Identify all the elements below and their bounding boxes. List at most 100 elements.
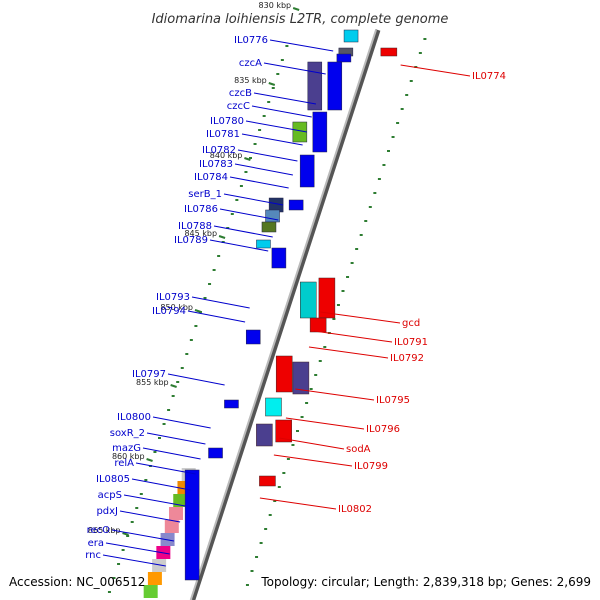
gc-dot bbox=[203, 297, 207, 299]
forward-gene-label: IL0805 bbox=[96, 474, 130, 485]
forward-label-leader bbox=[167, 373, 225, 386]
gene-arrow bbox=[336, 53, 352, 63]
gene-IL0795 bbox=[275, 355, 293, 393]
kbp-tick-mark bbox=[218, 235, 226, 239]
gene-sodA-cog bbox=[256, 423, 273, 447]
gene-czcA bbox=[327, 61, 343, 111]
kbp-tick-label: 835 kbp bbox=[234, 76, 267, 85]
forward-label-leader bbox=[234, 163, 293, 176]
reverse-label-leader bbox=[259, 497, 337, 510]
cog-block bbox=[147, 572, 162, 585]
gc-dot bbox=[107, 591, 111, 593]
gc-dot bbox=[130, 521, 134, 523]
genome-backbone bbox=[189, 29, 381, 600]
gene-IL0789 bbox=[256, 239, 271, 249]
gene-IL0782 bbox=[299, 154, 315, 188]
kbp-tick-label: 830 kbp bbox=[259, 1, 292, 10]
gc-dot bbox=[239, 185, 243, 187]
gc-dot bbox=[423, 38, 427, 40]
forward-gene-label: IL0782 bbox=[202, 145, 236, 156]
gene-czcA-cog bbox=[307, 61, 323, 111]
reverse-gene-label: IL0799 bbox=[354, 461, 388, 472]
gc-dot bbox=[359, 234, 363, 236]
gc-dot bbox=[245, 584, 249, 586]
gc-dot bbox=[350, 262, 354, 264]
forward-label-leader bbox=[241, 133, 303, 146]
forward-gene-label: soxR_2 bbox=[110, 428, 145, 439]
gc-dot bbox=[286, 458, 290, 460]
reverse-label-leader bbox=[314, 330, 393, 343]
gc-dot bbox=[332, 318, 336, 320]
kbp-tick-label: 860 kbp bbox=[112, 452, 145, 461]
cog-block bbox=[143, 585, 158, 598]
reverse-gene-label: IL0791 bbox=[394, 337, 428, 348]
gc-dot bbox=[382, 164, 386, 166]
gc-dot bbox=[405, 94, 409, 96]
gene-IL0802 bbox=[259, 475, 276, 487]
reverse-label-leader bbox=[400, 64, 471, 77]
gc-dot bbox=[309, 388, 313, 390]
backbone-line bbox=[190, 29, 381, 600]
forward-gene-label: IL0788 bbox=[178, 221, 212, 232]
gc-dot bbox=[258, 129, 262, 131]
gene-track bbox=[184, 29, 398, 581]
map-title: Idiomarina loihiensis L2TR, complete gen… bbox=[152, 12, 449, 27]
reverse-label-leader bbox=[308, 346, 389, 359]
accession-text: Accession: NC_006512 bbox=[9, 575, 145, 589]
gc-dot bbox=[355, 248, 359, 250]
forward-gene-label: relA bbox=[114, 458, 134, 469]
gc-dot bbox=[271, 87, 275, 89]
forward-gene-label: IL0793 bbox=[156, 292, 190, 303]
forward-gene-label: IL0786 bbox=[184, 204, 218, 215]
gc-dot bbox=[194, 325, 198, 327]
forward-label-leader bbox=[219, 208, 279, 221]
gene-top bbox=[343, 29, 359, 43]
gc-dot bbox=[253, 143, 257, 145]
gc-dot bbox=[373, 192, 377, 194]
forward-gene-label: IL0784 bbox=[194, 172, 228, 183]
gc-dot bbox=[250, 570, 254, 572]
forward-label-leader bbox=[187, 310, 246, 323]
gc-dot bbox=[400, 108, 404, 110]
gc-dot bbox=[162, 423, 166, 425]
gc-dot bbox=[259, 542, 263, 544]
gene-gcd bbox=[318, 277, 336, 319]
forward-gene-label: IL0789 bbox=[174, 235, 208, 246]
reverse-gene-label: IL0796 bbox=[366, 424, 400, 435]
kbp-tick-label: 865 kbp bbox=[88, 526, 121, 535]
gc-dot bbox=[264, 528, 268, 530]
gene-IL0786 bbox=[288, 199, 304, 211]
forward-label-leader bbox=[263, 62, 326, 75]
kbp-tick-label: 845 kbp bbox=[184, 229, 217, 238]
gc-dot bbox=[341, 290, 345, 292]
reverse-label-leader bbox=[273, 454, 353, 467]
gc-dot bbox=[153, 451, 157, 453]
cog-block bbox=[169, 507, 184, 520]
reverse-gene-label: IL0792 bbox=[390, 353, 424, 364]
forward-gene-label: rnc bbox=[85, 550, 101, 561]
gc-dot bbox=[167, 409, 171, 411]
gc-dot bbox=[144, 479, 148, 481]
forward-gene-label: IL0776 bbox=[234, 35, 268, 46]
gc-dot bbox=[276, 73, 280, 75]
forward-gene-label: pdxJ bbox=[96, 506, 118, 517]
gene-IL0795-cog bbox=[292, 361, 310, 395]
reverse-label-leader bbox=[279, 437, 345, 450]
gc-dot bbox=[285, 45, 289, 47]
gc-dot bbox=[217, 255, 221, 257]
gc-dot bbox=[171, 395, 175, 397]
gc-dot bbox=[126, 535, 130, 537]
gc-dot bbox=[268, 514, 272, 516]
kbp-tick-mark bbox=[194, 309, 202, 313]
gc-dot bbox=[336, 304, 340, 306]
gene-IL0788 bbox=[261, 221, 277, 233]
reverse-label-leader bbox=[320, 311, 401, 324]
gene-gcd-cog bbox=[300, 281, 317, 319]
gc-content-track bbox=[107, 38, 427, 593]
forward-label-leader bbox=[213, 225, 273, 238]
kbp-tick-mark bbox=[292, 7, 300, 11]
gc-dot bbox=[377, 178, 381, 180]
gc-dot bbox=[273, 500, 277, 502]
reverse-gene-label: IL0774 bbox=[472, 71, 506, 82]
